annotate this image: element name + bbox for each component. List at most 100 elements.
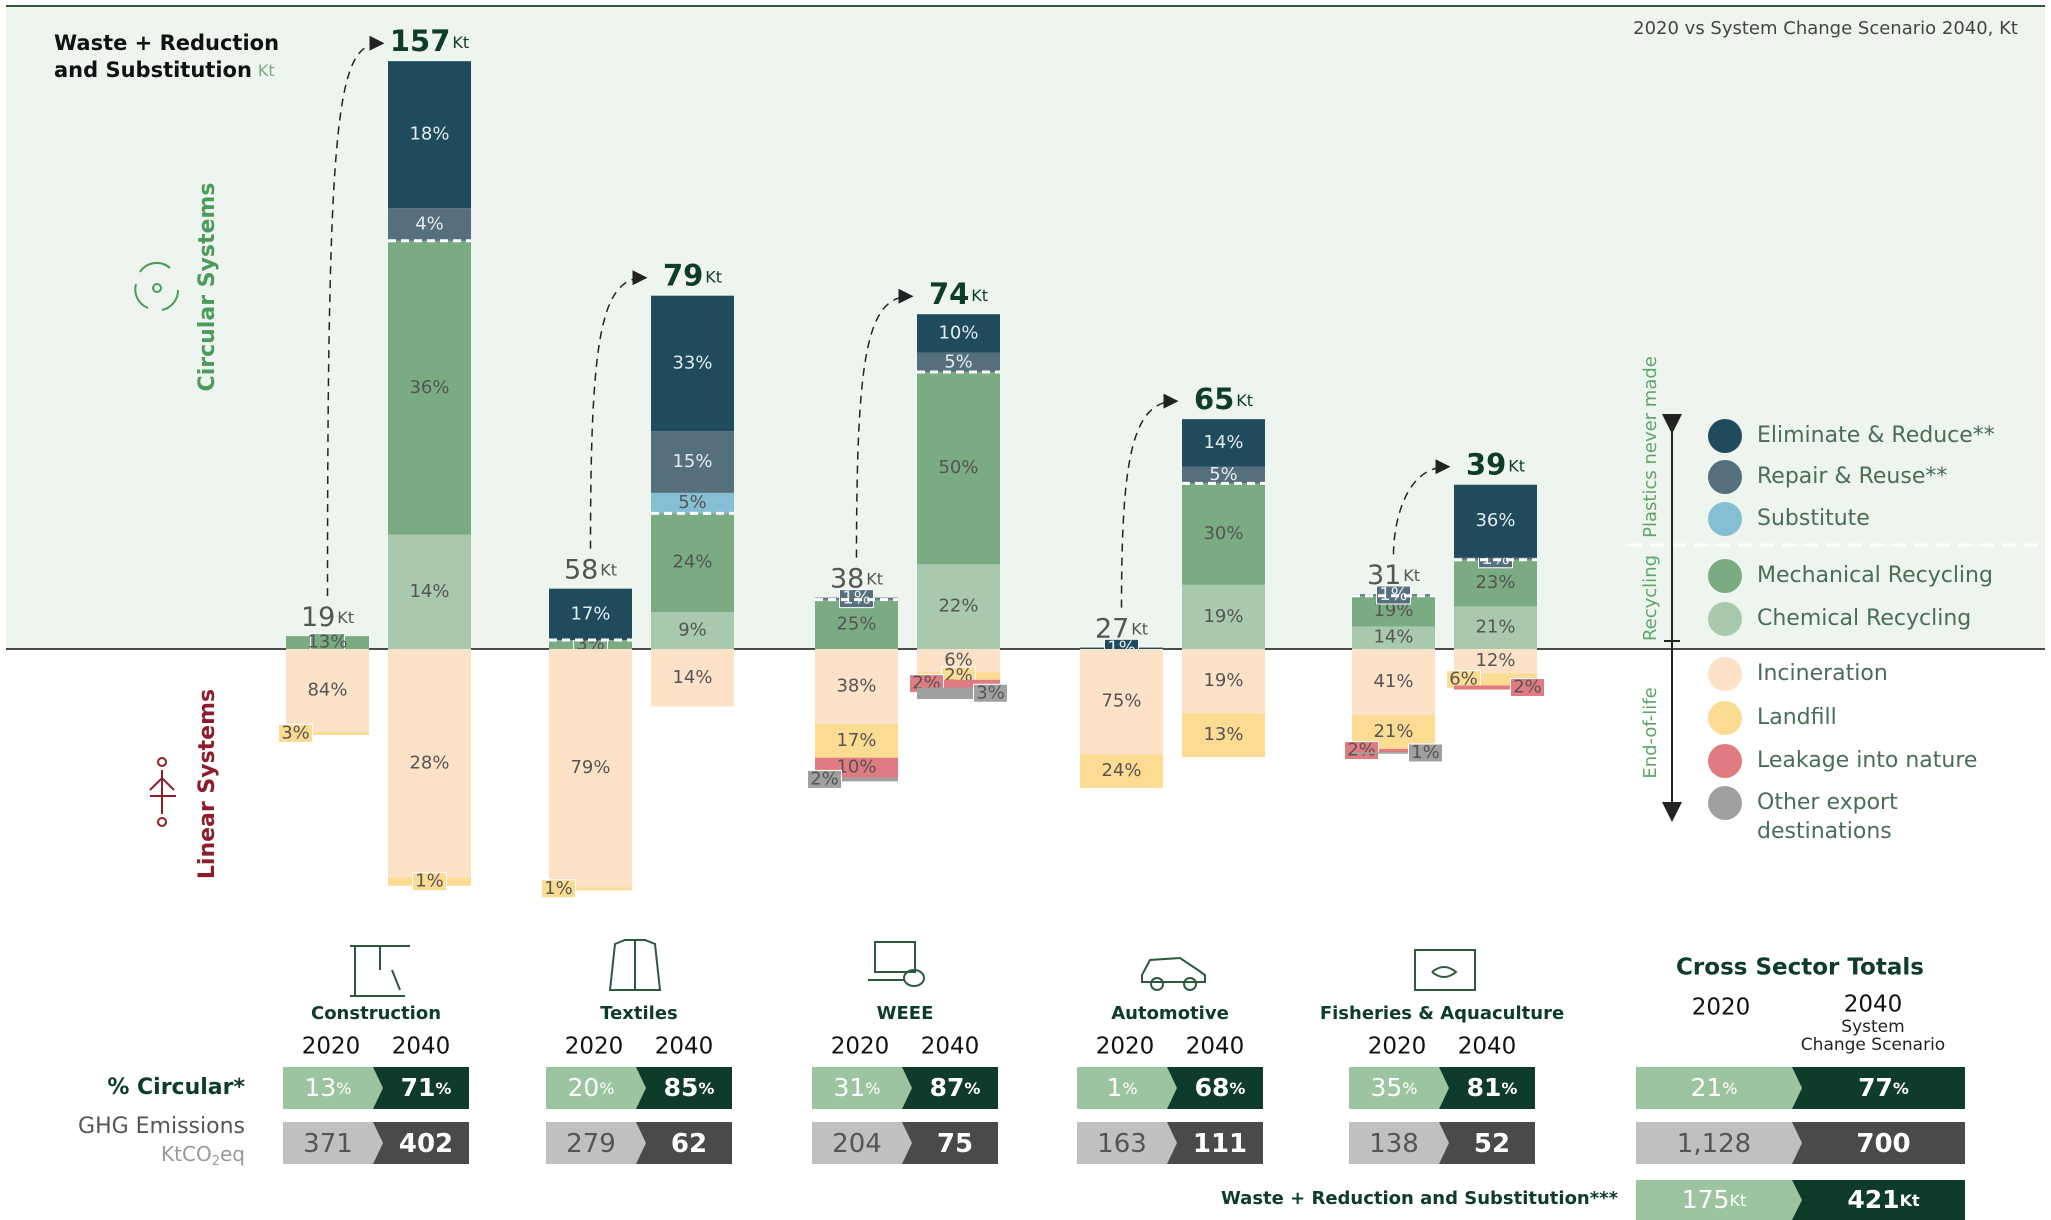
legend-label: Leakage into nature	[1757, 748, 1978, 773]
segment-label: 50%	[938, 457, 978, 478]
ghg-2040	[1792, 1122, 1965, 1164]
value: 421	[1847, 1185, 1899, 1214]
total-value: 19	[301, 602, 335, 633]
ghg-value: 279	[566, 1129, 616, 1159]
bar-segment	[1454, 685, 1537, 690]
bar-segment	[815, 777, 898, 782]
circular-2040	[636, 1067, 732, 1109]
row-unit: KtCO2eq	[161, 1142, 245, 1169]
ghg-value: 700	[1856, 1129, 1910, 1159]
legend-swatch	[1708, 657, 1742, 691]
value: 31	[833, 1073, 865, 1102]
segment-label: 79%	[570, 757, 610, 778]
circular-value: 68%	[1195, 1073, 1246, 1102]
bar-segment	[651, 295, 734, 432]
value: 21	[1690, 1073, 1722, 1102]
bar-segment	[1352, 748, 1435, 753]
ghg-value: 75	[937, 1129, 973, 1159]
bar-segment	[549, 649, 632, 888]
value: 75	[937, 1129, 973, 1159]
bar-segment	[815, 724, 898, 758]
bar-segment	[651, 492, 734, 514]
bar-segment	[1080, 649, 1163, 755]
circular-2020	[546, 1067, 646, 1109]
segment-label: 2%	[1347, 740, 1376, 761]
value: 20	[567, 1073, 599, 1102]
legend-item: Substitute	[1708, 502, 1870, 536]
total-value: 38	[830, 563, 864, 594]
year: 2040	[1844, 992, 1903, 1018]
ghg-2040	[902, 1122, 998, 1164]
circular-value: 21%	[1690, 1073, 1737, 1102]
legend-label: Mechanical Recycling	[1757, 563, 1993, 588]
circular-background	[6, 6, 2045, 649]
linear-icon	[149, 757, 176, 827]
legend-swatch	[1708, 786, 1742, 820]
segment-label: 13%	[1203, 724, 1243, 745]
segment-label: 10%	[938, 322, 978, 343]
circular-value: 87%	[930, 1073, 981, 1102]
segment-label: 22%	[938, 596, 978, 617]
segment-label: 14%	[1373, 627, 1413, 648]
circular-value: 20%	[567, 1073, 614, 1102]
circular-2040	[373, 1067, 469, 1109]
year: 2040	[655, 1034, 714, 1060]
legend-label: Eliminate & Reduce**	[1757, 423, 1995, 448]
waste-value: 421Kt	[1847, 1185, 1920, 1214]
legend-item: Landfill	[1708, 701, 1837, 735]
segment-label: 10%	[836, 757, 876, 778]
circular-value: 77%	[1858, 1073, 1909, 1102]
segment-label: 23%	[1475, 572, 1515, 593]
value: 35	[1370, 1073, 1402, 1102]
bar-segment	[1182, 649, 1265, 714]
legend-label: Other export destinations	[1757, 790, 1898, 844]
bar-segment	[1182, 584, 1265, 649]
total-value: 74	[929, 277, 969, 311]
segment-label: 41%	[1373, 671, 1413, 692]
ghg-value: 138	[1369, 1129, 1419, 1159]
segment-label: 24%	[672, 552, 712, 573]
bar-segment	[917, 371, 1000, 565]
bar-segment	[388, 208, 471, 241]
segment-label: 1%	[415, 871, 444, 892]
total-unit: Kt	[600, 560, 617, 579]
segment-label: 1%	[1411, 742, 1440, 763]
unit: KtCO	[161, 1142, 212, 1166]
bar-segment	[1454, 484, 1537, 558]
bar-segment	[286, 649, 369, 732]
legend-item: Mechanical Recycling	[1708, 559, 1993, 593]
year: 2040	[1458, 1034, 1517, 1060]
label-tag	[541, 879, 576, 899]
bar-segment	[1182, 466, 1265, 484]
bracket-label: Plastics never made	[1640, 356, 1661, 538]
value: 175	[1682, 1185, 1730, 1214]
total-unit: Kt	[337, 608, 354, 627]
ghg-2020	[1636, 1122, 1802, 1164]
segment-label: 6%	[1449, 668, 1478, 689]
segment-label: 36%	[1475, 510, 1515, 531]
ghg-value: 111	[1193, 1129, 1247, 1159]
segment-label: 3%	[976, 682, 1005, 703]
row-label: GHG Emissions	[78, 1114, 245, 1139]
bar-segment	[388, 240, 471, 535]
segment-label: 4%	[415, 213, 444, 234]
value: 77	[1858, 1073, 1893, 1102]
value: 52	[1474, 1129, 1510, 1159]
year: 2020	[1692, 995, 1751, 1021]
value: 371	[303, 1129, 353, 1159]
sector-name: Construction	[311, 1003, 441, 1024]
circular-value: 81%	[1467, 1073, 1518, 1102]
bar-segment	[1352, 649, 1435, 716]
ghg-value: 371	[303, 1129, 353, 1159]
bar-segment	[1454, 649, 1537, 674]
legend-label: Substitute	[1757, 506, 1870, 531]
year: 2040	[392, 1034, 451, 1060]
circular-2020	[1349, 1067, 1449, 1109]
bar-segment	[651, 513, 734, 613]
unit: %	[1893, 1079, 1909, 1098]
ghg-value: 163	[1097, 1129, 1147, 1159]
ghg-2020	[283, 1122, 383, 1164]
legend-label: Incineration	[1757, 661, 1888, 686]
year: 2020	[1096, 1034, 1155, 1060]
